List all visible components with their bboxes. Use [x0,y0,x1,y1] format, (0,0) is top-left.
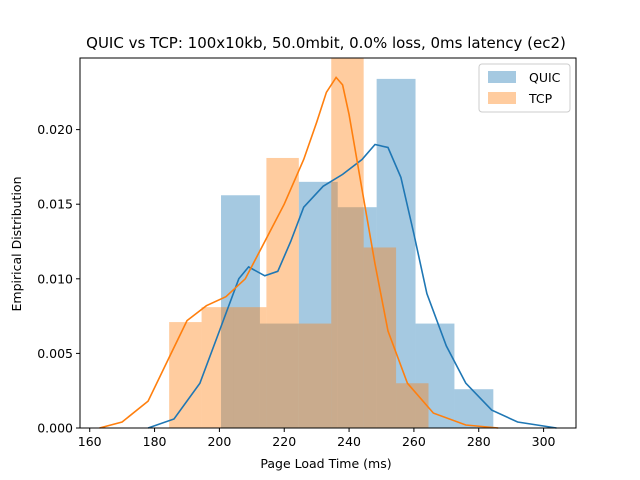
x-tick-label: 240 [337,434,361,449]
tcp-bar-5 [331,58,364,428]
tcp-kde-line [99,76,499,429]
y-axis-label: Empirical Distribution [9,177,24,312]
x-tick-label: 160 [78,434,102,449]
bars-layer [169,58,494,429]
y-tick-label: 0.000 [37,421,73,436]
y-tick-label: 0.010 [37,271,73,286]
legend-box [478,63,571,113]
x-tick-label: 180 [143,434,167,449]
x-tick-label: 300 [532,434,556,449]
quic-kde-line [147,143,557,429]
quic-bar-4 [376,78,416,429]
x-tick-label: 200 [207,434,231,449]
quic-legend-swatch [488,71,516,83]
quic-bar-0 [221,195,260,428]
x-axis-ticks: 160 180 200 220 240 260 280 300 [78,428,556,449]
plot-frame [79,57,577,429]
y-tick-label: 0.015 [37,197,73,212]
legend: QUIC TCP [478,63,571,113]
tcp-legend-label: TCP [528,91,553,106]
kde-layer [99,76,557,429]
quic-legend-label: QUIC [529,70,561,85]
tcp-bar-3 [266,157,299,429]
y-tick-label: 0.020 [37,122,73,137]
x-axis-label: Page Load Time (ms) [260,456,391,471]
tcp-legend-swatch [488,92,516,104]
tcp-bar-1 [201,307,234,428]
y-tick-label: 0.005 [37,346,73,361]
x-tick-label: 280 [467,434,491,449]
x-tick-label: 260 [402,434,426,449]
quic-bar-3 [337,207,377,428]
quic-bar-2 [298,181,338,428]
chart-title: QUIC vs TCP: 100x10kb, 50.0mbit, 0.0% lo… [86,34,566,52]
quic-bar-6 [454,389,494,428]
tcp-bar-7 [396,383,429,428]
tcp-bar-2 [233,307,267,428]
tcp-bar-0 [169,322,202,428]
x-tick-label: 220 [272,434,296,449]
quic-bar-1 [259,323,299,428]
quic-bar-5 [415,323,455,428]
y-axis-ticks: 0.000 0.005 0.010 0.015 0.020 [37,122,80,436]
tcp-bar-4 [298,323,332,428]
